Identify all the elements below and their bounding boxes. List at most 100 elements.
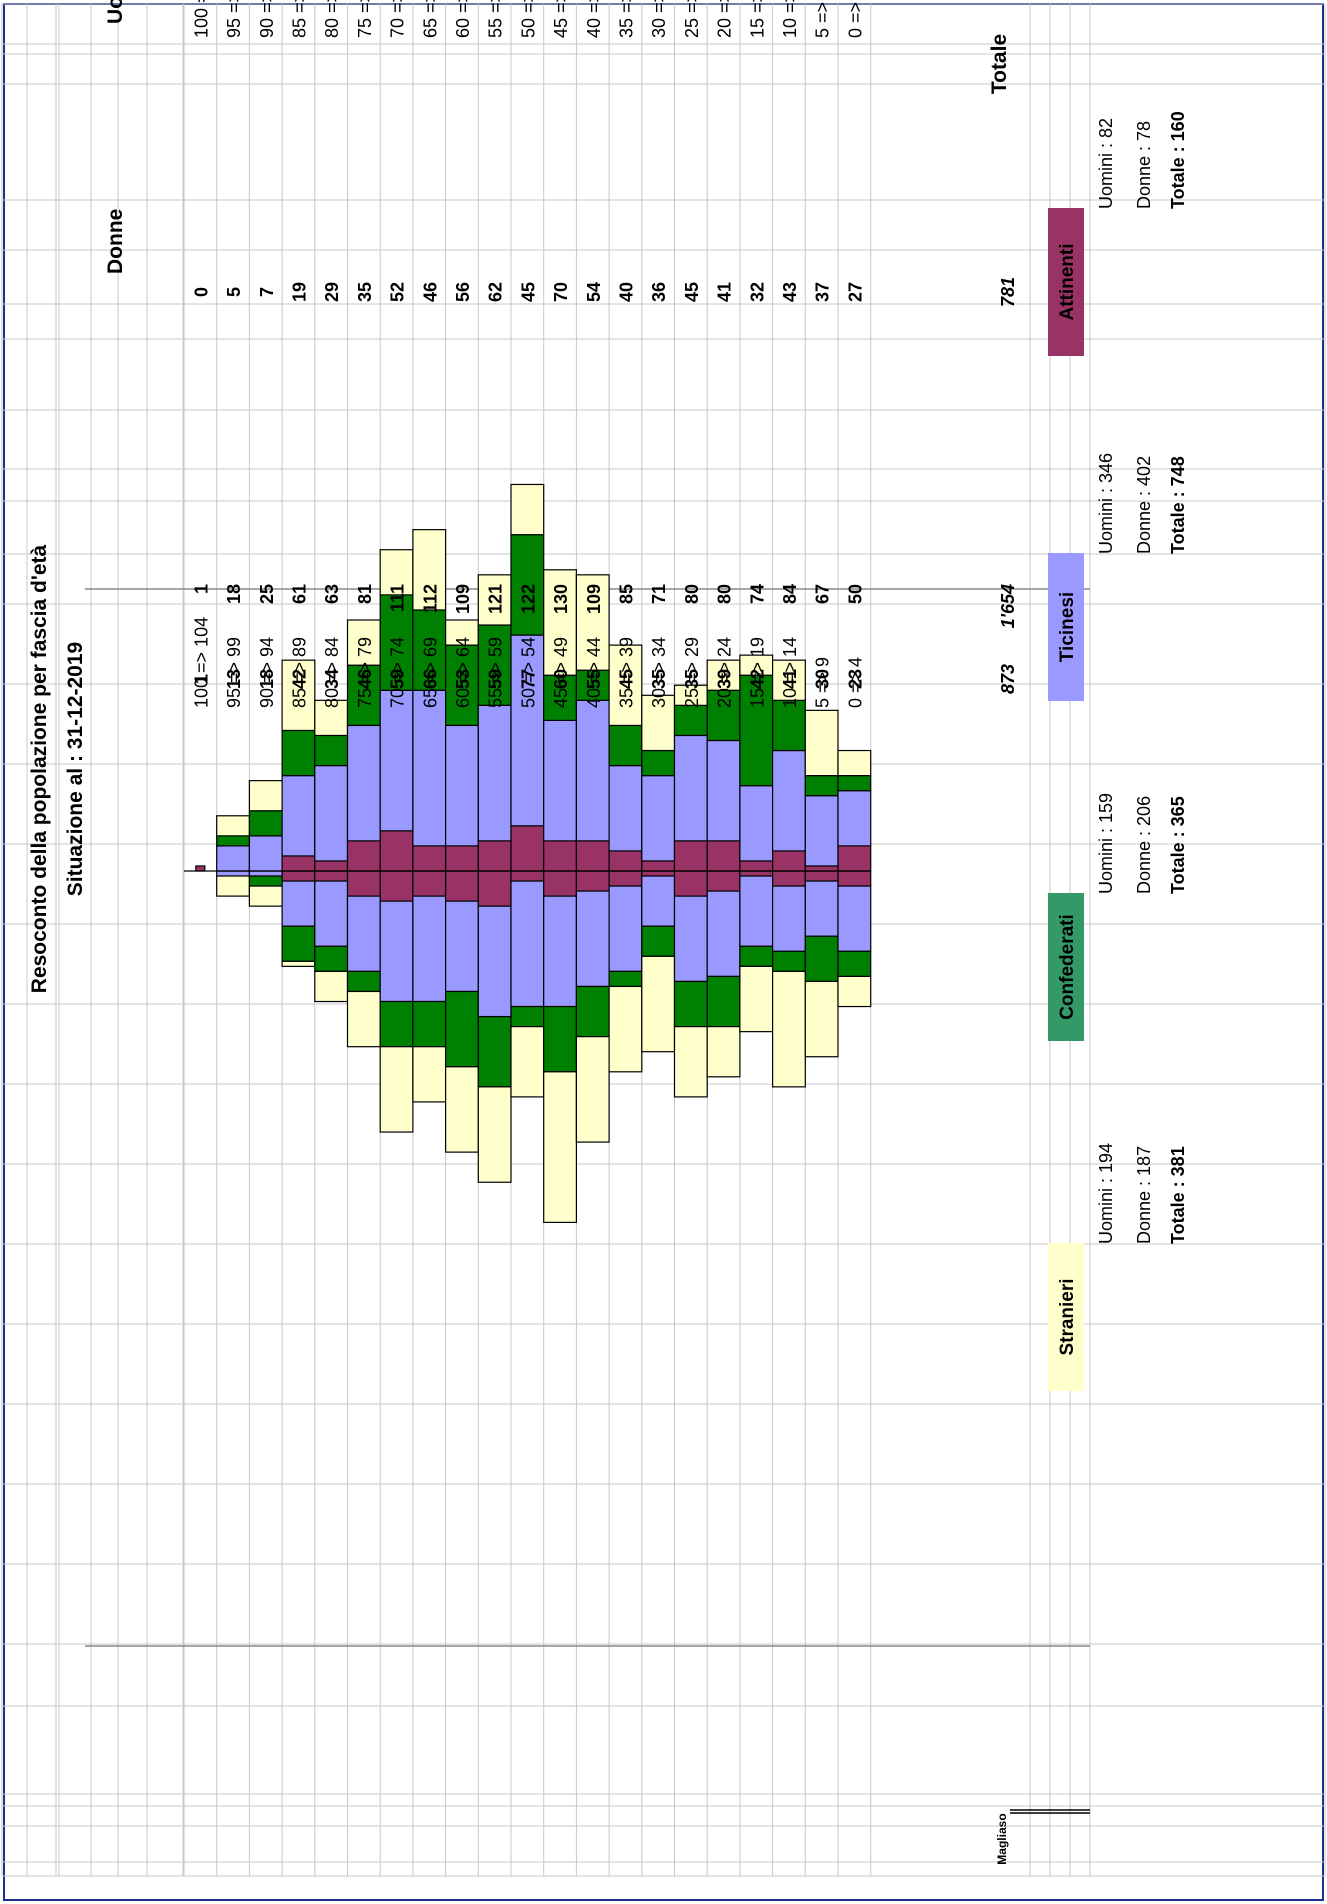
- age-label-women: 35 => 39: [616, 637, 636, 708]
- bar-men-stranieri: [641, 955, 676, 1053]
- bar-men-ticinesi: [771, 885, 806, 952]
- bar-men-attinenti: [804, 870, 839, 882]
- age-label-women: 65 => 69: [420, 637, 440, 708]
- bar-men-attinenti: [575, 870, 610, 892]
- bar-women-ticinesi: [477, 704, 512, 842]
- bar-women-stranieri: [804, 709, 839, 777]
- bar-men-attinenti: [510, 870, 545, 882]
- bar-women-stranieri: [771, 659, 806, 701]
- bar-men-stranieri: [575, 1036, 610, 1143]
- bar-men-confederati: [804, 935, 839, 983]
- row-total: 18: [224, 584, 244, 604]
- bar-men-stranieri: [281, 960, 316, 967]
- bar-men-stranieri: [510, 1026, 545, 1098]
- bar-women-confederati: [216, 835, 250, 847]
- bar-men-ticinesi: [314, 880, 349, 947]
- bar-men-stranieri: [346, 990, 381, 1048]
- bar-men-attinenti: [771, 870, 806, 887]
- women-count: 35: [682, 669, 702, 689]
- age-label-men: 40 => 44: [584, 0, 604, 38]
- men-count: 62: [486, 282, 506, 302]
- bar-men-attinenti: [445, 870, 479, 902]
- bar-women-ticinesi: [739, 785, 774, 862]
- age-label-men: 50 => 54: [518, 0, 538, 38]
- bar-women-confederati: [804, 775, 839, 797]
- bar-men-attinenti: [706, 870, 741, 892]
- row-total: 80: [682, 584, 702, 604]
- legend-men-confederati: Uomini : 159: [1096, 793, 1116, 894]
- age-label-men: 10 => 14: [780, 0, 800, 38]
- women-count: 59: [388, 669, 408, 689]
- report-subtitle: Situazione al : 31-12-2019: [64, 642, 87, 896]
- bar-women-stranieri: [412, 529, 447, 611]
- legend-total-stranieri: Totale : 381: [1168, 1146, 1188, 1244]
- legend-men-attinenti: Uomini : 82: [1096, 118, 1116, 209]
- women-count: 1: [191, 674, 211, 684]
- legend-men-stranieri: Uomini : 194: [1096, 1143, 1116, 1244]
- men-count: 5: [224, 287, 244, 297]
- bar-women-attinenti: [739, 860, 774, 872]
- women-count: 77: [518, 669, 538, 689]
- bar-women-attinenti: [281, 855, 316, 872]
- age-label-women: 20 => 24: [715, 637, 735, 708]
- age-label-men: 75 => 79: [355, 0, 375, 38]
- age-label-men: 30 => 34: [649, 0, 669, 38]
- bar-men-attinenti: [314, 870, 349, 882]
- bar-men-confederati: [706, 975, 741, 1028]
- women-count: 42: [747, 669, 767, 689]
- bar-women-ticinesi: [641, 775, 676, 862]
- bar-women-attinenti: [379, 830, 414, 872]
- age-label-men: 80 => 84: [322, 0, 342, 38]
- bar-men-confederati: [248, 875, 283, 887]
- bar-women-confederati: [281, 729, 316, 777]
- bar-women-ticinesi: [771, 749, 806, 852]
- bar-women-ticinesi: [346, 724, 381, 842]
- men-count: 37: [813, 282, 833, 302]
- bar-women-stranieri: [216, 815, 250, 837]
- legend: Attinenti Uomini : 82 Donne : 78 Totale : 1…: [1048, 111, 1188, 1391]
- bar-women-attinenti: [771, 850, 806, 872]
- bar-men-attinenti: [543, 870, 578, 897]
- bar-men-stranieri: [314, 970, 349, 1003]
- women-count: 34: [322, 669, 342, 689]
- men-count: 40: [616, 282, 636, 302]
- bar-women-ticinesi: [216, 845, 250, 872]
- bar-women-attinenti: [543, 840, 578, 872]
- men-count: 41: [715, 282, 735, 302]
- age-label-men: 60 => 64: [453, 0, 473, 38]
- place-name: Magliaso: [995, 1813, 1009, 1864]
- bar-women-attinenti: [346, 840, 381, 872]
- legend-swatch-ticinesi: [1048, 553, 1084, 701]
- women-count: 45: [616, 669, 636, 689]
- age-label-women: 80 => 84: [322, 637, 342, 708]
- bar-women-ticinesi: [379, 689, 414, 832]
- row-total: 80: [715, 584, 735, 604]
- bar-women-stranieri: [837, 749, 872, 777]
- row-total: 25: [257, 584, 277, 604]
- legend-swatch-attinenti: [1048, 208, 1084, 356]
- bar-men-ticinesi: [477, 905, 512, 1018]
- total-women: 873: [998, 664, 1018, 694]
- legend-men-ticinesi: Uomini : 346: [1096, 453, 1116, 554]
- age-label-men: 0 => 4: [845, 0, 865, 38]
- bar-women-confederati: [248, 810, 283, 837]
- women-count: 46: [355, 669, 375, 689]
- bar-men-stranieri: [608, 985, 643, 1073]
- bar-women-ticinesi: [543, 719, 578, 842]
- age-label-women: 70 => 74: [388, 637, 408, 708]
- bar-men-ticinesi: [510, 880, 545, 1008]
- bar-men-ticinesi: [608, 885, 643, 973]
- legend-name-confederati: Confederati: [1057, 914, 1078, 1020]
- bar-men-attinenti: [281, 870, 316, 882]
- bar-men-ticinesi: [706, 890, 741, 978]
- bar-women-stranieri: [248, 780, 283, 812]
- bar-men-stranieri: [412, 1046, 447, 1103]
- bar-men-attinenti: [608, 870, 643, 887]
- women-count: 42: [289, 669, 309, 689]
- bar-women-attinenti: [445, 845, 479, 872]
- bar-women-attinenti: [706, 840, 741, 872]
- age-label-men: 5 => 9: [813, 0, 833, 38]
- women-count: 30: [813, 669, 833, 689]
- report-title: Resoconto della popolazione per fascia d…: [28, 544, 51, 993]
